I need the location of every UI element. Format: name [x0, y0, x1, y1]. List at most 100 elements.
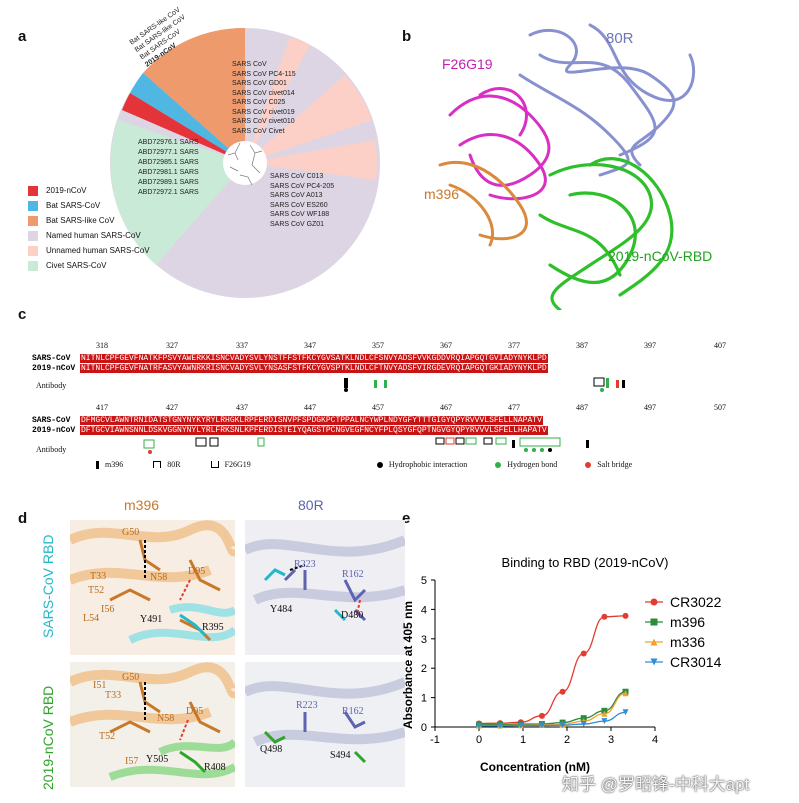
tree-label: ABD72972.1 SARS [138, 189, 199, 196]
residue-label: T33 [90, 571, 107, 582]
tree-label: SARS CoV WF188 [270, 211, 330, 218]
hbond-dot [495, 461, 502, 468]
tree-label: SARS CoV PC4-205 [270, 182, 335, 190]
y-tick-label: 4 [421, 604, 427, 616]
data-point [517, 722, 524, 729]
data-point [601, 613, 608, 620]
residue-label: T33 [105, 690, 122, 701]
data-point [650, 658, 658, 666]
tree-label: SARS CoV civet019 [232, 108, 295, 116]
legend-label: Named human SARS-CoV [46, 231, 141, 240]
data-point [580, 721, 587, 728]
x-tick-label: 1 [520, 734, 526, 746]
residue-label: Y484 [270, 604, 293, 615]
binding-chart: Binding to RBD (2019-nCoV) -1 0 1 2 3 4012345… [401, 555, 722, 774]
legend-item: Bat SARS-like CoV [28, 215, 114, 226]
position-number: 477 [508, 403, 520, 412]
legend-swatch [28, 185, 38, 196]
y-axis-label: Absorbance at 405 nm [401, 601, 415, 729]
data-point [601, 718, 608, 725]
legend-label: Bat SARS-like CoV [46, 216, 115, 225]
legend-swatch [28, 245, 38, 256]
residue-label: N58 [150, 572, 168, 583]
80r-marker [153, 461, 162, 468]
tree-label: SARS CoV PC4-115 [232, 70, 296, 78]
data-point [538, 712, 545, 719]
residue-label: R395 [202, 622, 224, 633]
legend-item: Unnamed human SARS-CoV [28, 245, 150, 256]
legend-label: CR3014 [670, 654, 722, 670]
y-tick-label: 5 [421, 575, 427, 587]
bat-sars-like-sector [143, 27, 245, 163]
seq-name: 2019-nCoV [32, 426, 76, 435]
position-number: 337 [236, 341, 248, 350]
panel-label-b: b [402, 28, 412, 45]
panel-label-a: a [18, 28, 27, 45]
legend-label: m396 [105, 460, 124, 469]
tree-label: SARS CoV GZ01 [270, 220, 325, 228]
f26g19-ribbon [448, 87, 551, 201]
m396-ribbon [438, 160, 528, 247]
tile-sars-m396 [70, 520, 235, 655]
legend-label: m396 [670, 614, 705, 630]
residue-label: D480 [341, 610, 364, 621]
data-point [476, 722, 482, 729]
tree-label: ABD72977.1 SARS [138, 149, 199, 156]
rbd-ribbon [538, 157, 674, 310]
sequence: NITNLCPFGEVFNATRFASVYAWNRKRISNCVADYSVLYN… [80, 364, 548, 373]
tree-label: ABD72981.1 SARS [138, 169, 199, 176]
legend-label: Civet SARS-CoV [46, 261, 107, 270]
tree-label: SARS CoV Civet [232, 127, 285, 135]
sequence: NITNLCPFGEVFNATKFPSVYAWERKKISNCVADYSVLYN… [80, 354, 548, 363]
legend-item: 2019-nCoV [28, 185, 86, 196]
salt-dot [585, 461, 592, 468]
tile-ncov-m396 [70, 662, 235, 787]
position-number: 357 [372, 341, 384, 350]
panel-label-d: d [18, 510, 28, 527]
alignment-legend: m396 80R F26G19 Hydrophobic interaction … [96, 460, 632, 469]
sequence: DFMGCVLAWNTRNIDATSTGNYNYKYRYLRHGKLRPFERD… [80, 416, 543, 425]
col-title-80r: 80R [298, 497, 324, 513]
seq-line-sars: SARS-CoV NITNLCPFGEVFNATKFPSVYAWERKKISNCV… [32, 354, 548, 363]
seq-line-ncov: 2019-nCoV DFTGCVIAWNSNNLDSKVGGNYNYLYRLFRK… [32, 426, 548, 435]
x-tick-label: -1 [430, 734, 440, 746]
tree-label: SARS CoV A013 [270, 192, 323, 199]
x-tick-label: 2 [564, 734, 570, 746]
position-number: 457 [372, 403, 384, 412]
ncov-sector [122, 93, 245, 163]
legend-label: 2019-nCoV [46, 186, 87, 195]
residue-label: R408 [204, 762, 226, 773]
panel-label-c: c [18, 306, 27, 323]
legend-item: Named human SARS-CoV [28, 230, 141, 241]
residue-label: L54 [83, 613, 100, 624]
data-point [580, 650, 587, 657]
label-80r: 80R [606, 30, 634, 47]
position-number: 397 [644, 341, 656, 350]
residue-label: I51 [93, 680, 107, 691]
position-number: 427 [166, 403, 178, 412]
phylo-tree [110, 27, 380, 298]
legend-swatch [28, 215, 38, 226]
position-number: 327 [166, 341, 178, 350]
residue-label: Y505 [146, 754, 169, 765]
position-number: 487 [576, 403, 588, 412]
panel-label-e: e [402, 510, 411, 527]
watermark: 知乎 @罗昭锋-中科大apt [562, 775, 750, 794]
tree-label: ABD72985.1 SARS [138, 159, 199, 166]
hydrophobic-dot [376, 461, 383, 468]
legend-label: Salt bridge [597, 460, 633, 469]
data-point [601, 710, 608, 717]
data-point [497, 722, 504, 729]
residue-label: I57 [125, 756, 139, 767]
residue-label: T52 [99, 731, 116, 742]
x-tick-label: 3 [608, 734, 614, 746]
position-number: 437 [236, 403, 248, 412]
seq-name: SARS-CoV [32, 354, 71, 363]
position-number: 407 [714, 341, 726, 350]
80r-ribbon [518, 23, 696, 177]
tree-label: ABD72976.1 SARS [138, 139, 199, 146]
x-axis-label: Concentration (nM) [480, 760, 590, 774]
tree-label: ABD72989.1 SARS [138, 179, 199, 186]
tile-ncov-80r [245, 662, 405, 787]
residue-label: T52 [88, 585, 105, 596]
